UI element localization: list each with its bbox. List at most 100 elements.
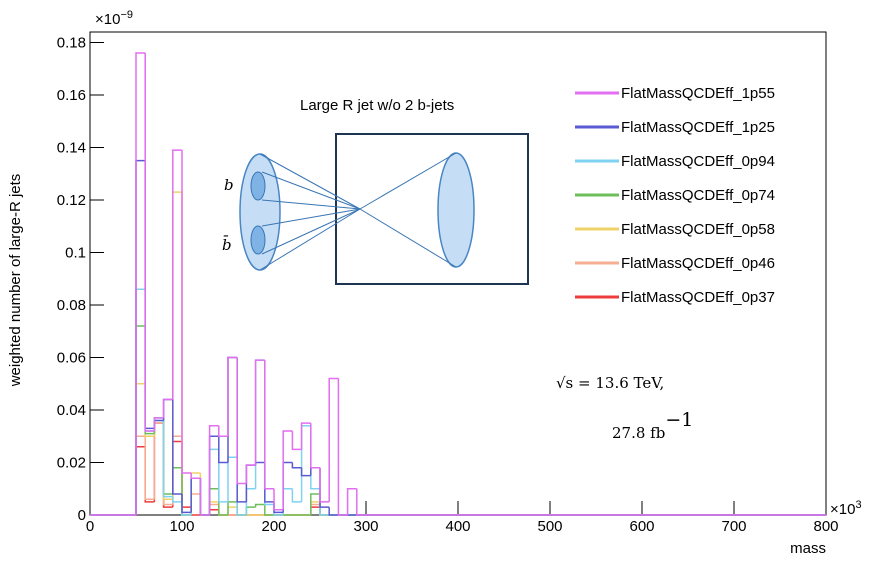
histogram-bin xyxy=(144,436,155,500)
histogram-bin xyxy=(310,493,320,515)
histogram-bin xyxy=(227,356,238,463)
histogram-bin xyxy=(310,503,320,515)
histogram-bin xyxy=(190,477,201,515)
x-tick-label: 400 xyxy=(445,518,470,535)
histogram-bin xyxy=(135,288,146,515)
histogram-bin xyxy=(300,425,311,502)
histogram-bin xyxy=(245,506,256,515)
histogram-bin xyxy=(254,461,265,466)
histogram-bin xyxy=(218,504,228,516)
y-tick-label: 0.08 xyxy=(57,297,86,314)
histogram-bin xyxy=(190,477,201,513)
x-tick-label: 800 xyxy=(813,518,838,535)
histogram-bin xyxy=(310,425,320,490)
histogram-bin xyxy=(135,446,146,515)
y-tick-label: 0.06 xyxy=(57,350,86,367)
histogram-bin xyxy=(144,446,155,503)
histogram-bin xyxy=(135,52,146,515)
histogram-bin xyxy=(254,359,265,489)
histogram-bin xyxy=(172,496,182,503)
y-tick-label: 0.18 xyxy=(57,35,86,52)
histogram-bin xyxy=(144,53,155,432)
histogram-bin xyxy=(264,360,274,490)
y-tick-label: 0.12 xyxy=(57,192,86,209)
y-tick-label: 0 xyxy=(78,507,86,524)
histogram-bin xyxy=(162,417,173,495)
x-axis-label: mass xyxy=(790,540,826,557)
histogram-bin xyxy=(236,357,247,485)
histogram-bin xyxy=(144,160,155,430)
cone-right xyxy=(437,152,475,268)
x-tick-label: 700 xyxy=(721,518,746,535)
histogram-bin xyxy=(199,478,210,516)
histogram-bin xyxy=(162,398,173,418)
histogram-bin xyxy=(227,356,238,437)
histogram-bin xyxy=(273,501,284,514)
x-tick-label: 100 xyxy=(169,518,194,535)
legend-label: FlatMassQCDEff_1p55 xyxy=(621,85,775,102)
histogram-bin xyxy=(181,436,192,516)
histogram-bin xyxy=(310,467,320,476)
x-multiplier-exponent: 3 xyxy=(855,499,861,511)
histogram-bin xyxy=(153,417,164,431)
histogram-bin xyxy=(236,357,247,503)
histogram-bin xyxy=(162,420,173,500)
x-multiplier-base: ×10 xyxy=(830,501,855,518)
plot-frame xyxy=(89,31,827,516)
histogram-bin xyxy=(181,150,192,474)
histogram-bin xyxy=(218,436,228,464)
histogram-bin xyxy=(291,431,302,451)
histogram-bin xyxy=(328,377,339,502)
histogram-bin xyxy=(227,501,238,515)
histogram-bin xyxy=(319,504,330,516)
histogram-bin xyxy=(199,478,210,516)
histogram-bin xyxy=(264,360,274,506)
histogram-bin xyxy=(181,192,192,516)
histogram-bin xyxy=(190,493,201,515)
histogram-bin xyxy=(291,462,302,469)
legend-label: FlatMassQCDEff_0p58 xyxy=(621,221,775,238)
histogram-bin xyxy=(236,507,247,516)
histogram-bin xyxy=(273,488,284,511)
histogram-bin xyxy=(199,478,210,516)
x-multiplier: ×103 xyxy=(830,499,862,518)
histogram-bin xyxy=(144,289,155,432)
histogram-bin xyxy=(319,501,330,516)
histogram-bin xyxy=(319,507,330,516)
jet-diagram: Large R jet w/o 2 b-jets b b̄ xyxy=(222,97,529,285)
histogram-bin xyxy=(300,467,311,477)
histogram-bin xyxy=(153,422,164,502)
x-tick-label: 600 xyxy=(629,518,654,535)
histogram-bin xyxy=(135,435,146,515)
y-tick-label: 0.02 xyxy=(57,455,86,472)
histogram-bin xyxy=(181,441,192,508)
legend-label: FlatMassQCDEff_0p46 xyxy=(621,255,775,272)
histogram-bin xyxy=(135,325,146,515)
histogram-bin xyxy=(144,326,155,435)
lumi-base: 27.8 fb xyxy=(612,424,665,442)
bbar-label: b̄ xyxy=(222,236,232,254)
histogram-bin xyxy=(245,488,256,515)
histogram-bin xyxy=(236,457,247,516)
histogram-bin xyxy=(172,149,182,400)
lumi-exponent: −1 xyxy=(665,409,693,431)
histogram-bin xyxy=(172,191,182,500)
histogram-bin xyxy=(190,477,201,515)
y-tick-label: 0.1 xyxy=(65,245,86,262)
x-tick-label: 500 xyxy=(537,518,562,535)
y-multiplier-base: ×10 xyxy=(95,11,120,28)
histogram-bin xyxy=(282,488,293,515)
energy-label: √s = 13.6 TeV, xyxy=(556,374,664,392)
histogram-bin xyxy=(190,507,201,516)
y-tick-label: 0.04 xyxy=(57,402,86,419)
histogram-bin xyxy=(172,399,182,495)
histogram-bin xyxy=(153,419,164,431)
histogram-bin xyxy=(310,506,320,515)
histogram-bin xyxy=(199,473,210,516)
histogram-bin xyxy=(162,420,173,498)
histogram-bin xyxy=(172,467,182,494)
histogram-bin xyxy=(337,378,348,516)
histogram-bin xyxy=(236,501,247,516)
x-tick-label: 200 xyxy=(261,518,286,535)
